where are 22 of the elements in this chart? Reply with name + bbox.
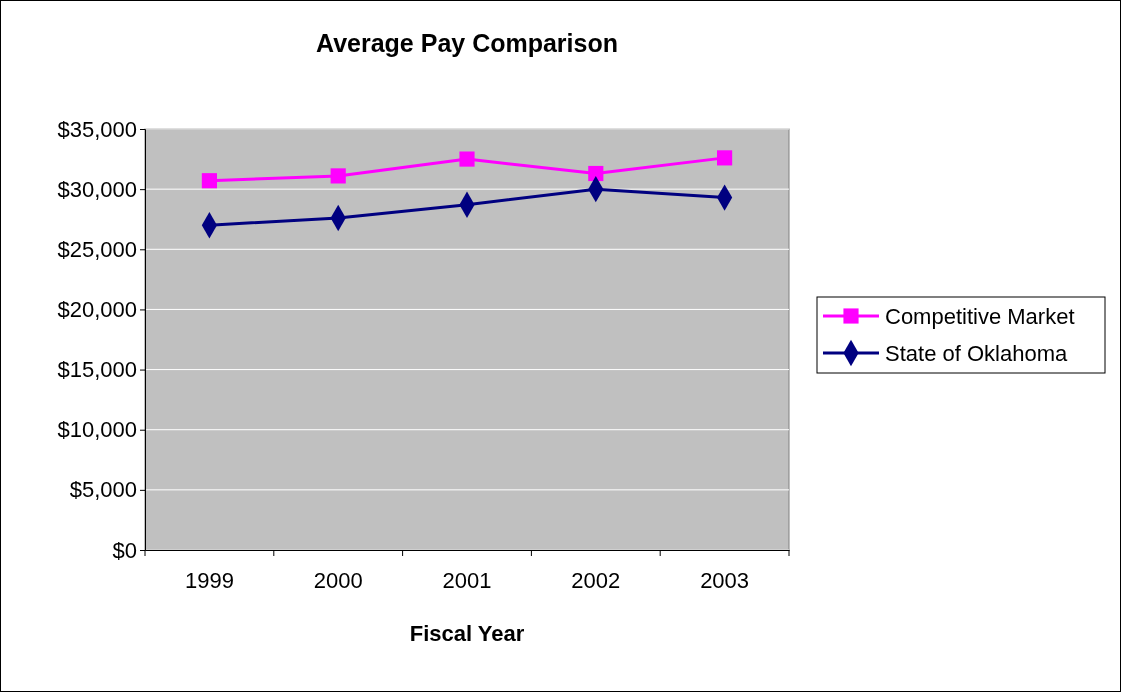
point [717,150,733,166]
point [201,173,217,189]
legend-label: Competitive Market [885,304,1075,329]
y-tick-label: $30,000 [57,176,137,202]
x-tick-label: 2003 [700,568,750,594]
y-tick-label: $10,000 [57,417,137,443]
legend-label: State of Oklahoma [885,341,1068,366]
y-tick-label: $35,000 [57,116,137,142]
y-tick-label: $0 [112,537,137,563]
y-tick-label: $20,000 [57,296,137,322]
y-tick-label: $15,000 [57,357,137,383]
chart-title: Average Pay Comparison [316,29,618,57]
x-tick-label: 2000 [313,568,363,594]
x-tick-label: 1999 [184,568,234,594]
x-tick-label: 2001 [442,568,492,594]
x-tick-label: 2002 [571,568,621,594]
point [588,165,604,182]
point [330,168,346,184]
point [459,151,475,167]
y-tick-label: $5,000 [69,477,137,503]
y-tick-label: $25,000 [57,236,137,262]
x-axis-title: Fiscal Year [409,621,525,646]
